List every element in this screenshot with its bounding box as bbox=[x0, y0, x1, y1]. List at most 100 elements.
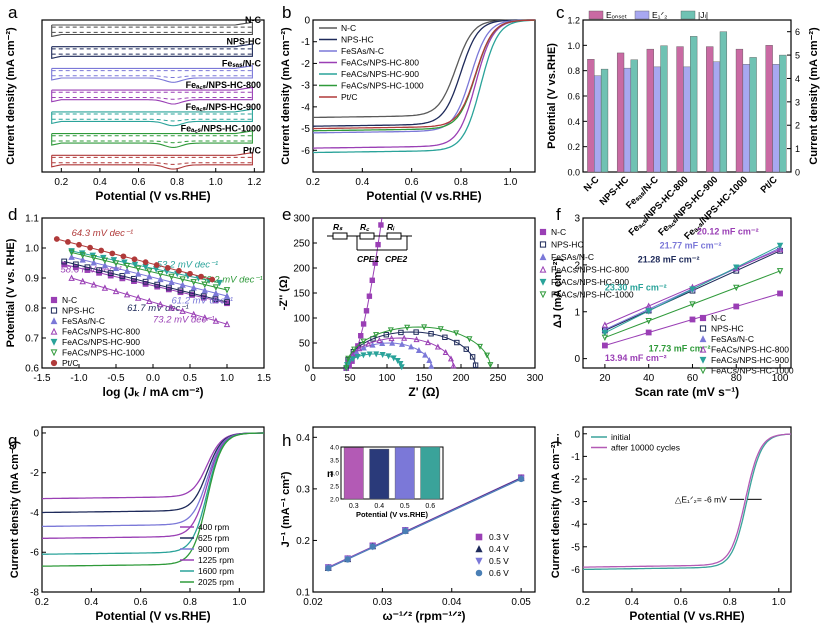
data-point-d bbox=[134, 294, 142, 301]
data-point-e bbox=[378, 222, 384, 228]
data-point-e bbox=[383, 332, 389, 338]
data-point-h bbox=[344, 556, 351, 563]
series-label-a: Pt/C bbox=[243, 145, 262, 155]
y-tick-label-e: 250 bbox=[293, 239, 310, 250]
fit-line-f bbox=[604, 270, 781, 338]
y-tick-label-b: -1 bbox=[301, 37, 310, 48]
y-tick-label-b: -2 bbox=[301, 59, 310, 70]
bar-e-onset bbox=[735, 48, 744, 173]
bar-e-onset bbox=[587, 59, 595, 173]
data-point-d bbox=[146, 297, 153, 304]
y-tick-label-i: -6 bbox=[571, 565, 580, 576]
legend-label-b: FeACs/NPS-HC-800 bbox=[341, 58, 419, 68]
slope-label-d: 61.7 mV dec⁻¹ bbox=[127, 303, 189, 314]
bar-e-1-2 bbox=[653, 66, 661, 173]
category-label-c: N-C bbox=[582, 174, 602, 194]
data-point-d bbox=[201, 314, 209, 321]
y-tick-label-i: -1 bbox=[571, 452, 580, 463]
data-point-e bbox=[466, 336, 473, 343]
panel-f-letter: f bbox=[556, 205, 561, 224]
legend-marker-e bbox=[539, 265, 547, 273]
panel-c-letter: c bbox=[556, 3, 565, 22]
data-point-d bbox=[146, 268, 153, 275]
data-point-e bbox=[375, 241, 381, 248]
data-point-d bbox=[68, 249, 75, 257]
data-point-d bbox=[98, 247, 105, 254]
data-point-d bbox=[190, 310, 197, 318]
legend-label-e: FeACs/NPS-HC-800 bbox=[551, 265, 629, 275]
x-tick-label-h: 0.03 bbox=[373, 597, 393, 608]
data-point-d bbox=[209, 276, 216, 283]
cv-dash-lower bbox=[51, 140, 253, 144]
legend-marker-d bbox=[50, 359, 58, 367]
lsv-curve-g bbox=[41, 432, 264, 567]
y2-tick-label-c: 0 bbox=[795, 168, 800, 178]
y-tick-label-c: 1.0 bbox=[567, 41, 580, 51]
data-point-e bbox=[447, 355, 454, 362]
legend-marker-f bbox=[699, 345, 707, 353]
y-tick-label-d: 0.8 bbox=[25, 304, 39, 315]
legend-label-e: FeACs/NPS-HC-1000 bbox=[551, 290, 634, 300]
data-point-e bbox=[437, 326, 444, 333]
data-point-d bbox=[107, 270, 114, 276]
y-tick-label-e: 100 bbox=[293, 314, 310, 325]
x-tick-label-b: 0.2 bbox=[306, 177, 320, 188]
legend-label-g: 1225 rpm bbox=[198, 555, 234, 565]
x-tick-label-g: 0.4 bbox=[84, 597, 98, 608]
data-point-d bbox=[168, 278, 175, 285]
slope-label-d: 73.2 mV dec⁻¹ bbox=[153, 314, 215, 325]
y-tick-label-i: -5 bbox=[571, 542, 580, 553]
slope-label-d: 59.2 mV dec⁻¹ bbox=[201, 275, 263, 286]
fit-line-d bbox=[71, 277, 228, 325]
panel-b-letter: b bbox=[282, 3, 291, 22]
legend-marker-d bbox=[50, 338, 58, 346]
data-point-f bbox=[645, 329, 652, 336]
data-point-e bbox=[376, 336, 383, 343]
cv-loop-fe-sas-n-c bbox=[51, 65, 253, 83]
x-tick-label-e: 200 bbox=[453, 373, 470, 384]
cv-loop-fe-acs-nps-hc-800 bbox=[51, 86, 253, 105]
data-point-d bbox=[131, 261, 139, 269]
series-label-a: Feₛₐₛ/N-C bbox=[222, 58, 262, 68]
data-point-e bbox=[398, 364, 405, 371]
data-point-d bbox=[190, 284, 197, 291]
data-point-e bbox=[453, 330, 460, 337]
lsv-curve-g bbox=[42, 432, 264, 500]
data-point-d bbox=[223, 320, 231, 328]
data-point-d bbox=[176, 267, 182, 274]
x-tick-label-f: 40 bbox=[643, 373, 655, 384]
data-point-e bbox=[351, 346, 358, 353]
x-tick-label-e: 250 bbox=[490, 373, 507, 384]
legend-label-b: NPS-HC bbox=[341, 35, 374, 45]
data-point-d bbox=[189, 290, 196, 297]
data-point-d bbox=[153, 262, 160, 268]
capacitance-label-f: 20.12 mF cm⁻² bbox=[697, 226, 759, 236]
legend-marker-h bbox=[475, 533, 483, 541]
x-tick-label-f: 20 bbox=[599, 373, 611, 384]
data-point-e bbox=[354, 353, 361, 360]
data-point-e bbox=[428, 362, 435, 369]
y-tick-label-b: 0 bbox=[304, 16, 310, 27]
lsv-curve-g bbox=[42, 432, 264, 514]
legend-marker-f bbox=[699, 325, 707, 332]
legend-marker-h bbox=[475, 545, 483, 553]
legend-marker-d bbox=[50, 327, 58, 335]
legend-marker-e bbox=[539, 278, 547, 286]
data-point-e bbox=[389, 339, 396, 346]
legend-label-f: FeSAs/N-C bbox=[711, 334, 754, 344]
data-point-d bbox=[72, 261, 79, 268]
legend-label-d: FeACs/NPS-HC-900 bbox=[62, 337, 140, 347]
y-tick-label-e: 200 bbox=[293, 264, 310, 275]
legend-marker-f bbox=[699, 367, 707, 375]
data-point-d bbox=[76, 241, 82, 248]
slope-label-d: 64.3 mV dec⁻¹ bbox=[72, 228, 134, 239]
data-point-d bbox=[179, 281, 186, 288]
legend-swatch-c bbox=[680, 10, 696, 20]
data-point-d bbox=[146, 272, 153, 280]
data-point-e bbox=[476, 343, 483, 350]
legend-label-f: FeACs/NPS-HC-1000 bbox=[711, 366, 794, 376]
series-label-a: N-C bbox=[245, 15, 261, 25]
y-tick-label-e: 50 bbox=[299, 339, 311, 350]
data-point-f bbox=[776, 242, 784, 250]
data-point-e bbox=[387, 327, 394, 334]
